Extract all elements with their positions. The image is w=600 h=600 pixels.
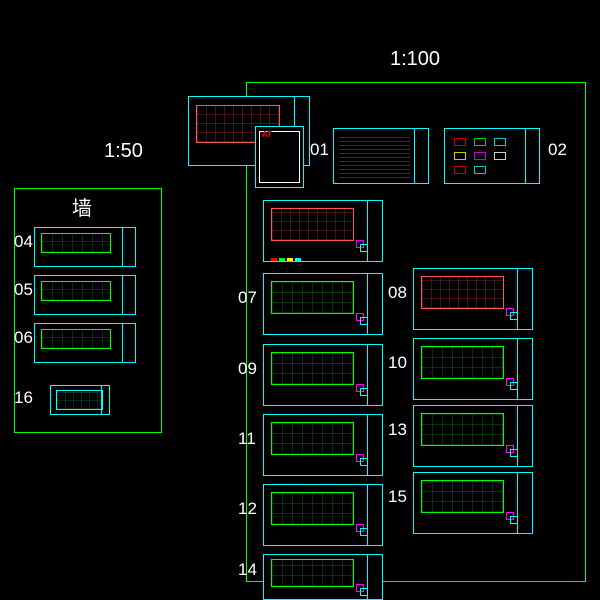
sheet-15 — [413, 472, 533, 534]
legend-sheet — [444, 128, 540, 184]
sheet-07 — [263, 273, 383, 335]
label-11: 11 — [238, 429, 256, 449]
label-04: 04 — [14, 232, 33, 252]
sheet-14 — [263, 554, 383, 600]
label-16: 16 — [14, 388, 33, 408]
sheet-08 — [413, 268, 533, 330]
sheet-12 — [263, 484, 383, 546]
label-13: 13 — [388, 420, 407, 440]
sheet-16 — [50, 385, 110, 415]
label-06: 06 — [14, 328, 33, 348]
sheet-04 — [34, 227, 136, 267]
label-08: 08 — [388, 283, 407, 303]
label-10: 10 — [388, 353, 407, 373]
sheet-05 — [34, 275, 136, 315]
label-09: 09 — [238, 359, 257, 379]
label-02: 02 — [548, 140, 567, 160]
sheet-06 — [34, 323, 136, 363]
label-07: 07 — [238, 288, 257, 308]
label-12: 12 — [238, 499, 257, 519]
label-05: 05 — [14, 280, 33, 300]
sheet-09 — [263, 344, 383, 406]
sheet-colored-plan — [263, 200, 383, 262]
label-01: 01 — [310, 140, 329, 160]
title-sheet: AT — [255, 126, 304, 188]
notes-sheet — [333, 128, 429, 184]
sheet-10 — [413, 338, 533, 400]
title-tag: AT — [262, 130, 272, 139]
label-15: 15 — [388, 487, 407, 507]
scale-left-label: 1:50 — [104, 140, 143, 163]
sheet-13 — [413, 405, 533, 467]
label-14: 14 — [238, 560, 257, 580]
wall-group-title: 墙 — [72, 192, 92, 221]
sheet-11 — [263, 414, 383, 476]
scale-right-label: 1:100 — [390, 48, 440, 71]
